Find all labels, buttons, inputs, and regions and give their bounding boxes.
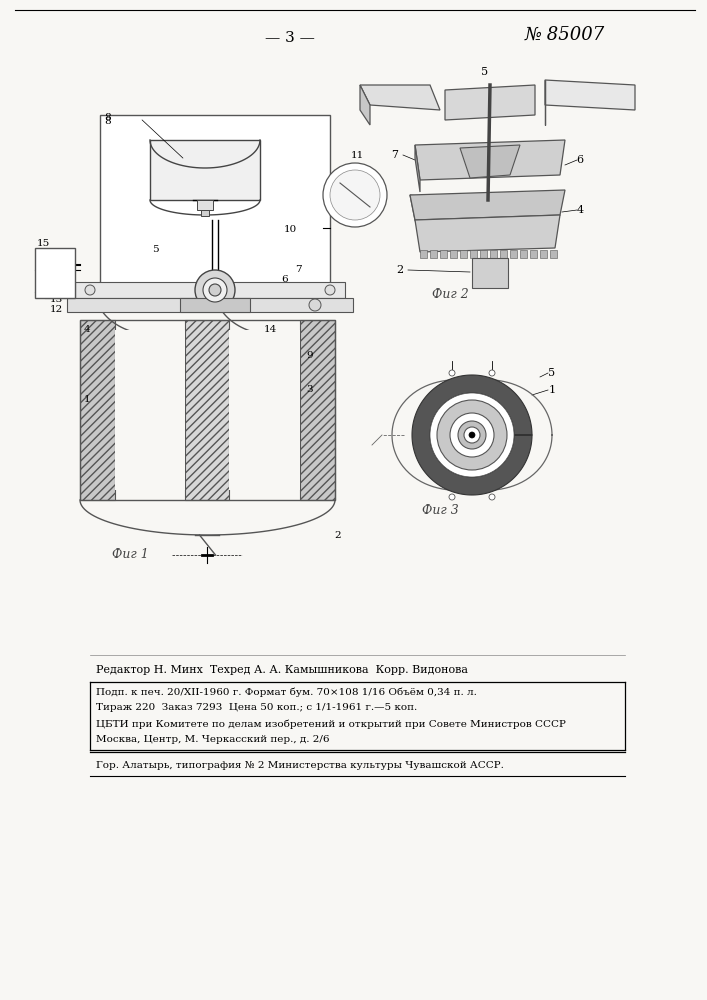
Text: Гор. Алатырь, типография № 2 Министерства культуры Чувашской АССР.: Гор. Алатырь, типография № 2 Министерств…: [96, 762, 504, 770]
Circle shape: [464, 427, 480, 443]
Polygon shape: [545, 80, 635, 110]
Text: Тираж 220  Заказ 7293  Цена 50 коп.; с 1/1-1961 г.—5 коп.: Тираж 220 Заказ 7293 Цена 50 коп.; с 1/1…: [96, 704, 417, 712]
Circle shape: [449, 370, 455, 376]
Bar: [197, 200, 213, 210]
Bar: [500, 250, 507, 258]
Text: 2: 2: [334, 530, 341, 540]
Text: Фиг 2: Фиг 2: [432, 288, 468, 302]
Bar: [440, 250, 447, 258]
Polygon shape: [360, 85, 370, 125]
Bar: [300, 320, 335, 500]
Bar: [540, 250, 547, 258]
Text: 6: 6: [281, 275, 288, 284]
Bar: [201, 210, 209, 216]
Text: Москва, Центр, М. Черкасский пер., д. 2/6: Москва, Центр, М. Черкасский пер., д. 2/…: [96, 736, 329, 744]
Text: 8: 8: [105, 113, 111, 122]
Circle shape: [469, 432, 475, 438]
Circle shape: [430, 393, 514, 477]
Circle shape: [209, 284, 221, 296]
Bar: [490, 250, 497, 258]
Text: 5: 5: [152, 245, 158, 254]
Text: 2: 2: [397, 265, 404, 275]
Circle shape: [489, 370, 495, 376]
Polygon shape: [410, 190, 565, 220]
Bar: [80, 320, 335, 500]
Polygon shape: [415, 145, 420, 192]
Text: 11: 11: [351, 150, 363, 159]
Bar: [430, 250, 437, 258]
Polygon shape: [460, 145, 520, 178]
Text: Подп. к печ. 20/XII-1960 г. Формат бум. 70×108 1/16 Объём 0,34 п. л.: Подп. к печ. 20/XII-1960 г. Формат бум. …: [96, 687, 477, 697]
Circle shape: [450, 413, 494, 457]
Circle shape: [325, 285, 335, 295]
Bar: [150, 140, 260, 200]
Bar: [550, 250, 557, 258]
Text: № 85007: № 85007: [525, 26, 605, 44]
Text: 1: 1: [83, 395, 90, 404]
Bar: [185, 320, 229, 500]
Text: 12: 12: [49, 306, 63, 314]
Polygon shape: [415, 215, 560, 252]
Bar: [450, 250, 457, 258]
Text: 10: 10: [284, 226, 297, 234]
Bar: [530, 250, 537, 258]
Bar: [460, 250, 467, 258]
Polygon shape: [392, 379, 552, 491]
Text: Фиг 1: Фиг 1: [112, 548, 148, 562]
Text: 4: 4: [576, 205, 583, 215]
Text: 13: 13: [49, 296, 63, 304]
Circle shape: [437, 400, 507, 470]
Polygon shape: [412, 375, 532, 495]
Bar: [480, 250, 487, 258]
Bar: [520, 250, 527, 258]
Text: 15: 15: [36, 238, 49, 247]
Circle shape: [330, 170, 380, 220]
Polygon shape: [445, 85, 535, 120]
Bar: [420, 250, 427, 258]
Text: 5: 5: [549, 368, 556, 378]
Text: 6: 6: [576, 155, 583, 165]
Bar: [180, 298, 250, 312]
Circle shape: [323, 163, 387, 227]
Bar: [100, 115, 330, 310]
Circle shape: [489, 494, 495, 500]
Bar: [35, 248, 75, 298]
Text: 7: 7: [295, 265, 301, 274]
Circle shape: [309, 299, 321, 311]
Bar: [75, 282, 345, 298]
Text: 9: 9: [307, 351, 313, 360]
Text: 5: 5: [481, 67, 489, 77]
Text: 3: 3: [307, 385, 313, 394]
Polygon shape: [360, 85, 440, 110]
Text: — 3 —: — 3 —: [265, 31, 315, 45]
Bar: [470, 250, 477, 258]
Polygon shape: [415, 140, 565, 180]
Text: Редактор Н. Минх  Техред А. А. Камышникова  Корр. Видонова: Редактор Н. Минх Техред А. А. Камышников…: [96, 665, 468, 675]
Text: 1: 1: [549, 385, 556, 395]
Bar: [67, 298, 353, 312]
Bar: [229, 330, 300, 490]
Circle shape: [195, 270, 235, 310]
Text: 8: 8: [105, 117, 111, 126]
Circle shape: [203, 278, 227, 302]
Circle shape: [85, 285, 95, 295]
Text: 4: 4: [83, 326, 90, 334]
Bar: [472, 258, 508, 288]
Bar: [115, 330, 185, 490]
Bar: [510, 250, 517, 258]
Circle shape: [449, 494, 455, 500]
Text: 7: 7: [392, 150, 399, 160]
Text: 5: 5: [216, 280, 223, 290]
Text: Фиг 3: Фиг 3: [421, 504, 458, 516]
Text: 14: 14: [264, 326, 276, 334]
Polygon shape: [410, 195, 560, 248]
Circle shape: [458, 421, 486, 449]
Bar: [80, 320, 115, 500]
Text: ЦБТИ при Комитете по делам изобретений и открытий при Совете Министров СССР: ЦБТИ при Комитете по делам изобретений и…: [96, 719, 566, 729]
